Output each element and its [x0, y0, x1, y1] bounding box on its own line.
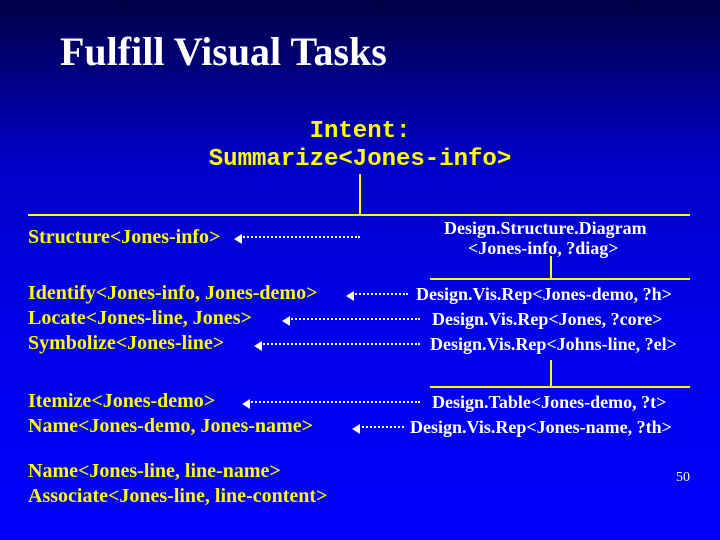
row7-left: Name<Jones-line, line-name> — [28, 460, 281, 483]
arrow-1 — [240, 236, 360, 238]
row1-right-a: Design.Structure.Diagram — [444, 218, 647, 239]
row1-left: Structure<Jones-info> — [28, 226, 220, 249]
page-number: 50 — [676, 470, 690, 486]
slide: Fulfill Visual Tasks Intent: Summarize<J… — [0, 0, 720, 540]
tree-vline-main — [359, 174, 361, 214]
arrow-6 — [358, 426, 404, 428]
tree-hline-r1 — [430, 278, 690, 280]
row8-left: Associate<Jones-line, line-content> — [28, 485, 327, 508]
row4-left: Symbolize<Jones-line> — [28, 332, 224, 355]
arrow-3 — [288, 318, 420, 320]
arrow-2 — [352, 293, 408, 295]
row5-left: Itemize<Jones-demo> — [28, 390, 215, 413]
arrow-5 — [248, 401, 420, 403]
row2-left: Identify<Jones-info, Jones-demo> — [28, 282, 317, 305]
row4-right: Design.Vis.Rep<Johns-line, ?el> — [430, 334, 677, 355]
tree-hline-main — [28, 214, 690, 216]
slide-title: Fulfill Visual Tasks — [60, 28, 387, 75]
intent-line2: Summarize<Jones-info> — [0, 146, 720, 173]
tree-vline-r2 — [550, 360, 552, 386]
row6-left: Name<Jones-demo, Jones-name> — [28, 415, 313, 438]
tree-vline-r1 — [550, 256, 552, 278]
row5-right: Design.Table<Jones-demo, ?t> — [432, 392, 666, 413]
row3-left: Locate<Jones-line, Jones> — [28, 307, 252, 330]
tree-hline-r2 — [430, 386, 690, 388]
row6-right: Design.Vis.Rep<Jones-name, ?th> — [410, 417, 672, 438]
arrow-4 — [260, 343, 420, 345]
intent-line1: Intent: — [0, 118, 720, 145]
row1-right-b: <Jones-info, ?diag> — [468, 238, 619, 259]
row3-right: Design.Vis.Rep<Jones, ?core> — [432, 309, 663, 330]
row2-right: Design.Vis.Rep<Jones-demo, ?h> — [416, 284, 672, 305]
